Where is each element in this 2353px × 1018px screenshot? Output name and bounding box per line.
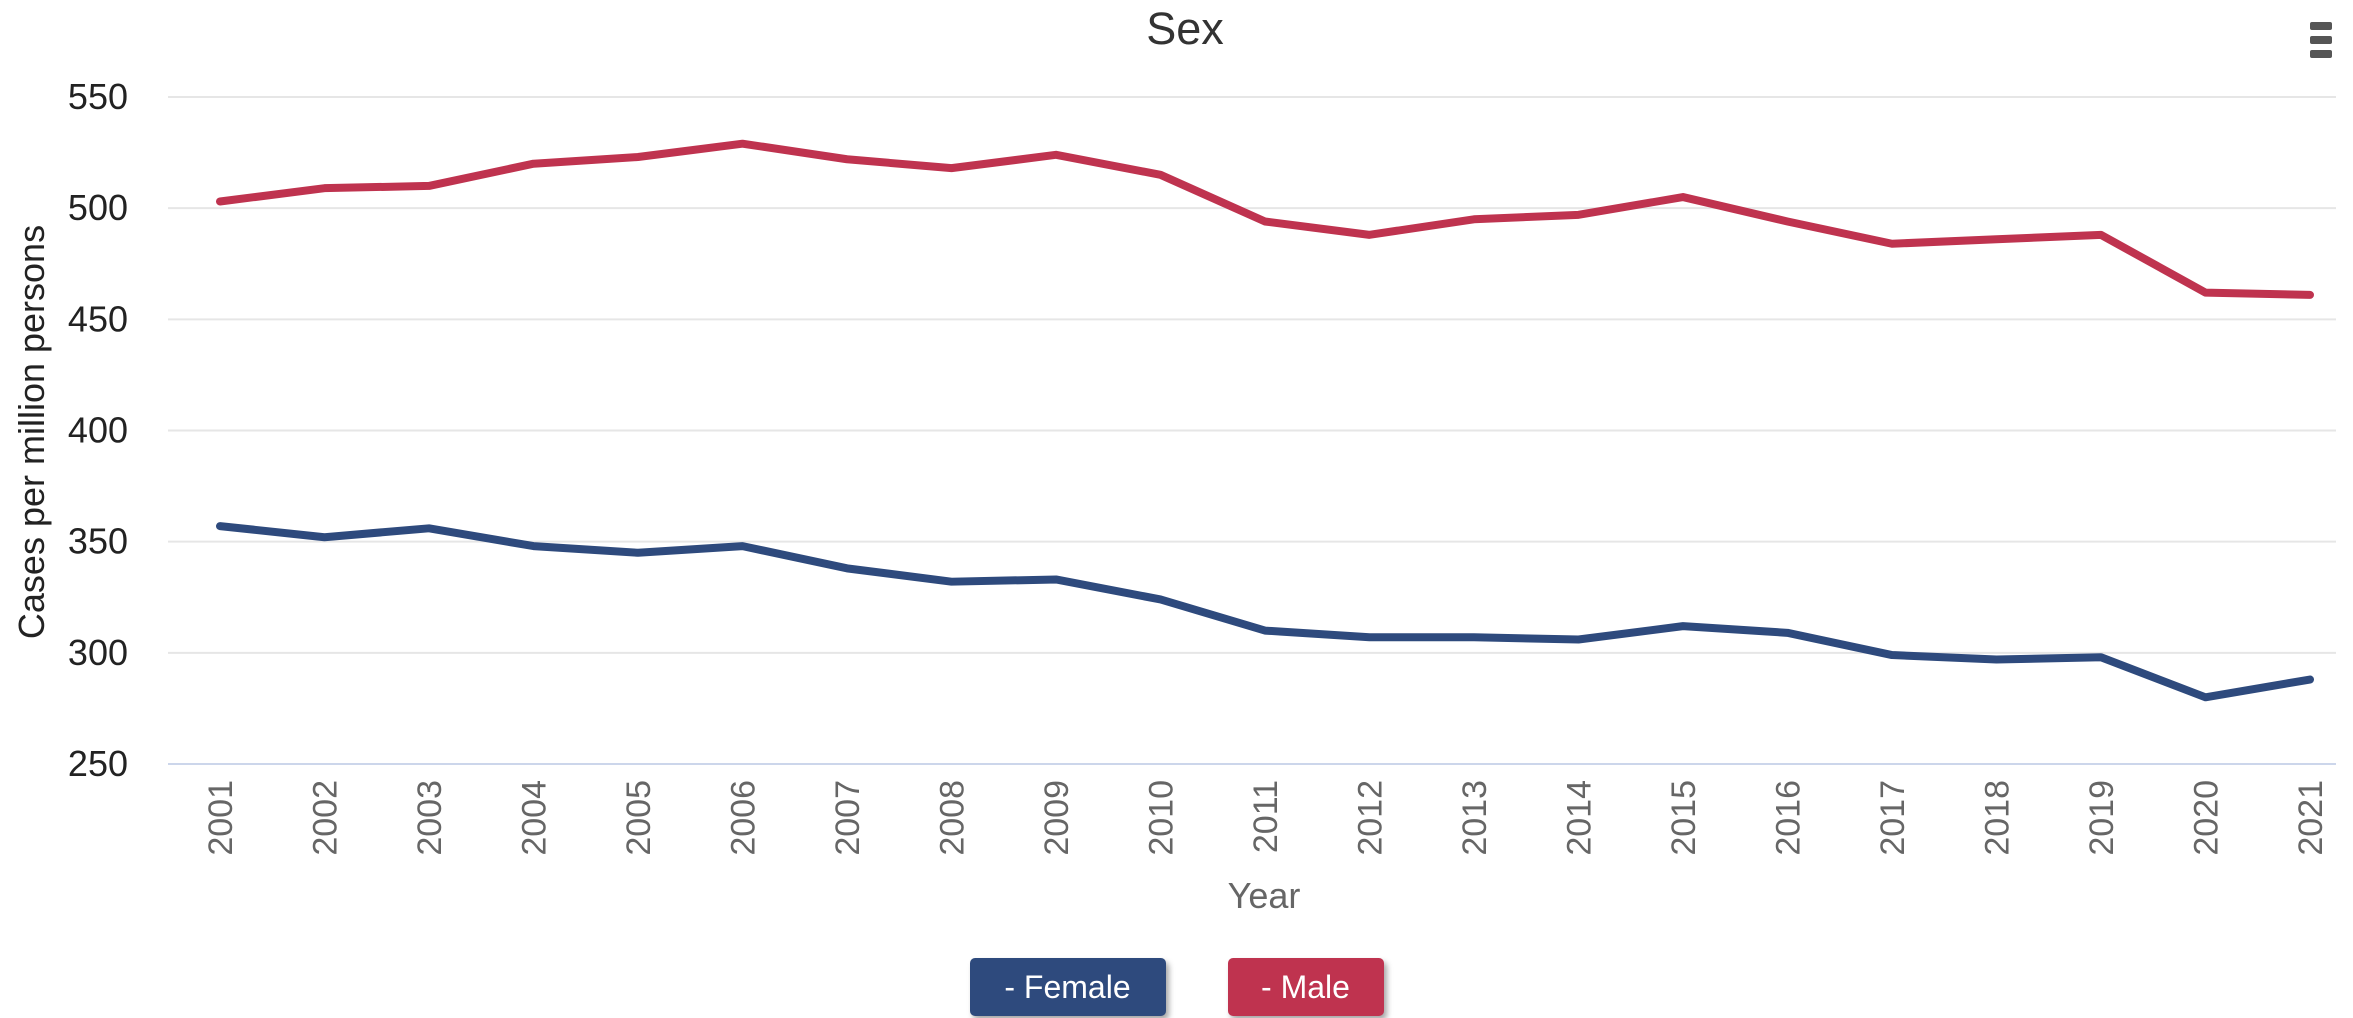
legend: - Female - Male — [0, 958, 2353, 1018]
x-tick-label: 2017 — [1874, 780, 1912, 856]
series-line-male[interactable] — [216, 139, 2314, 299]
x-tick-label: 2004 — [516, 780, 554, 856]
y-axis-title: Cases per million persons — [11, 225, 52, 639]
y-axis-ticks: 250 300 350 400 450 500 550 — [68, 76, 128, 784]
x-tick-label: 2001 — [202, 780, 240, 856]
x-tick-label: 2019 — [2083, 780, 2121, 856]
x-tick-label: 2020 — [2188, 780, 2226, 856]
series-line-female[interactable] — [216, 522, 2314, 702]
x-tick-label: 2007 — [829, 780, 867, 856]
y-tick-label: 250 — [68, 743, 128, 784]
x-tick-label: 2016 — [1770, 780, 1808, 856]
grid-lines — [168, 96, 2336, 654]
x-tick-label: 2009 — [1038, 780, 1076, 856]
x-tick-label: 2014 — [1561, 780, 1599, 856]
x-tick-label: 2021 — [2292, 780, 2330, 856]
legend-item-male[interactable]: - Male — [1227, 958, 1384, 1016]
chart-menu-button[interactable] — [2310, 22, 2332, 58]
x-tick-label: 2015 — [1665, 780, 1703, 856]
legend-item-female[interactable]: - Female — [969, 958, 1166, 1016]
chart-title: Sex — [1146, 3, 1224, 54]
hamburger-icon-bar — [2310, 50, 2332, 58]
hamburger-icon — [2310, 22, 2332, 30]
x-tick-label: 2011 — [1247, 780, 1285, 853]
x-tick-label: 2012 — [1352, 780, 1390, 856]
x-tick-label: 2006 — [725, 780, 763, 856]
y-tick-label: 400 — [68, 410, 128, 451]
x-tick-label: 2018 — [1979, 780, 2017, 856]
x-tick-label: 2008 — [934, 780, 972, 856]
x-axis-title: Year — [1228, 875, 1301, 916]
x-tick-label: 2005 — [620, 780, 658, 856]
y-tick-label: 350 — [68, 521, 128, 562]
x-tick-label: 2002 — [307, 780, 345, 856]
y-tick-label: 550 — [68, 76, 128, 117]
hamburger-icon-bar — [2310, 36, 2332, 44]
x-tick-label: 2013 — [1456, 780, 1494, 856]
y-tick-label: 300 — [68, 632, 128, 673]
x-tick-label: 2003 — [411, 780, 449, 856]
series-layer — [216, 139, 2314, 702]
y-tick-label: 450 — [68, 298, 128, 339]
x-axis-ticks: 2001 2002 2003 2004 2005 2006 2007 2008 2009 2010… — [202, 780, 2330, 856]
y-tick-label: 500 — [68, 187, 128, 228]
x-tick-label: 2010 — [1143, 780, 1181, 856]
